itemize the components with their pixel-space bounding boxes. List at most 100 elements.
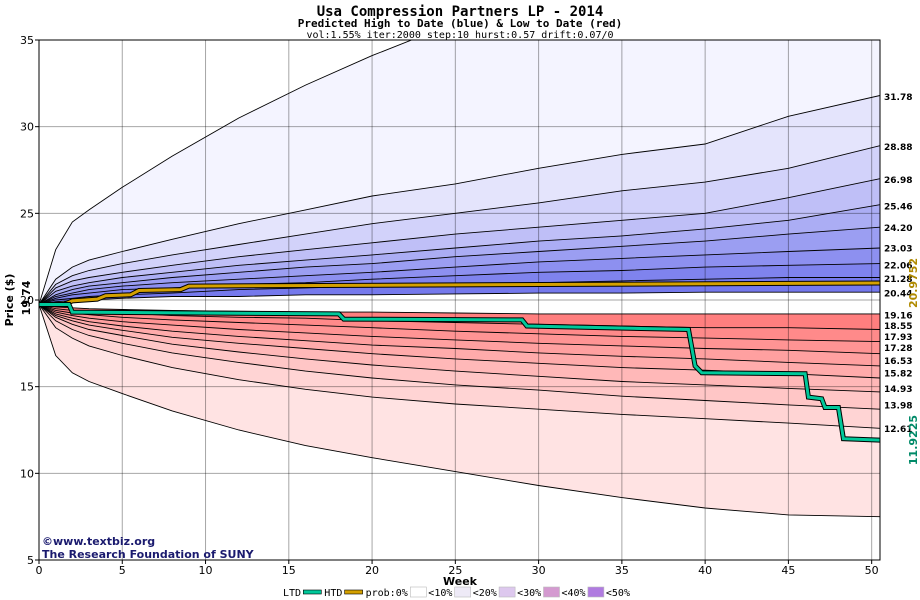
x-tick-label-40: 40: [698, 564, 712, 577]
low-band-5: [39, 304, 880, 392]
quantile-line-2: [39, 145, 880, 305]
x-tick-label-20: 20: [365, 564, 379, 577]
ltd-final-label: 11.9225: [907, 415, 920, 465]
quantile-label-18: 13.98: [884, 401, 912, 411]
legend-ltd-swatch: [302, 589, 322, 595]
legend-bucket-label-1: <20%: [473, 588, 497, 599]
low-band-1: [39, 304, 880, 342]
high-band-1: [39, 95, 880, 305]
quantile-label-0: 31.78: [884, 93, 912, 103]
legend-prob-label: prob:0%: [366, 588, 408, 599]
legend-bucket-label-2: <30%: [517, 588, 541, 599]
x-tick-label-5: 5: [119, 564, 126, 577]
quantile-line-19: [39, 304, 880, 518]
quantile-line-18: [39, 304, 880, 429]
low-band-7: [39, 304, 880, 429]
low-band-3: [39, 304, 880, 366]
x-tick-label-30: 30: [532, 564, 546, 577]
high-band-2: [39, 145, 880, 305]
high-band-0: [39, 40, 880, 305]
y-tick-label-15: 15: [20, 381, 34, 394]
legend-htd-label: HTD: [324, 588, 342, 599]
legend-htd-swatch: [344, 589, 363, 595]
legend-bucket-label-0: <10%: [428, 588, 452, 599]
quantile-labels: 31.78 28.88 26.98 25.46 24.20 23.03 22.06 21.28…: [884, 93, 920, 465]
quantile-label-7: 21.28: [884, 275, 912, 285]
low-band-2: [39, 304, 880, 354]
quantile-label-16: 15.82: [884, 369, 912, 379]
quantile-line-4: [39, 204, 880, 305]
high-band-5: [39, 227, 880, 305]
quantile-line-5: [39, 226, 880, 305]
quantile-label-1: 28.88: [884, 143, 912, 153]
quantile-label-15: 16.53: [884, 357, 912, 367]
quantile-label-2: 26.98: [884, 176, 912, 186]
legend-bucket-swatch-3: [543, 586, 560, 598]
quantile-label-12: 18.55: [884, 322, 912, 332]
high-band-6: [39, 248, 880, 305]
quantile-label-8: 20.44: [884, 289, 912, 299]
center-band: [39, 292, 880, 314]
x-tick-label-0: 0: [36, 564, 43, 577]
watermark-line-2: The Research Foundation of SUNY: [42, 548, 255, 561]
x-tick-label-25: 25: [448, 564, 462, 577]
low-band-8: [39, 304, 880, 517]
watermark-line-1: ©www.textbiz.org: [42, 535, 155, 548]
legend-bucket-label-3: <40%: [562, 588, 586, 599]
x-tick-label-45: 45: [781, 564, 795, 577]
quantile-line-3: [39, 178, 880, 305]
htd-final-label: 20.9752: [907, 258, 920, 308]
x-tick-label-35: 35: [615, 564, 629, 577]
high-band-4: [39, 204, 880, 305]
legend-bucket-label-4: <50%: [606, 588, 630, 599]
legend-bucket-swatch-0: [409, 586, 427, 598]
quantile-label-5: 23.03: [884, 244, 912, 254]
quantile-line-13: [39, 304, 880, 355]
quantile-label-6: 22.06: [884, 261, 912, 271]
chart-subtitle: Predicted High to Date (blue) & Low to D…: [298, 17, 623, 30]
legend-bucket-swatch-4: [587, 586, 605, 598]
quantile-line-17: [39, 304, 880, 410]
quantile-line-7: [39, 263, 880, 305]
quantile-label-11: 19.16: [884, 312, 912, 322]
start-price-label: 19.74: [20, 280, 33, 315]
quantile-label-17: 14.93: [884, 385, 912, 395]
quantile-line-14: [39, 304, 880, 367]
quantile-label-19: 12.61: [884, 425, 912, 435]
legend-bucket-swatch-1: [454, 586, 472, 598]
x-tick-label-10: 10: [199, 564, 213, 577]
legend: LTD HTD prob:0% <10% <20% <30% <40% <50%: [283, 586, 630, 599]
quantile-line-16: [39, 304, 880, 393]
y-tick-label-20: 20: [20, 294, 34, 307]
quantile-line-6: [39, 247, 880, 305]
ltd-line: [39, 303, 880, 442]
x-tick-label-50: 50: [865, 564, 879, 577]
probability-bands: [39, 40, 880, 517]
quantile-label-4: 24.20: [884, 224, 912, 234]
quantile-line-15: [39, 304, 880, 379]
y-tick-label-25: 25: [20, 207, 34, 220]
chart-title: Usa Compression Partners LP - 2014: [317, 4, 604, 20]
legend-bucket-swatch-2: [498, 586, 516, 598]
y-tick-label-30: 30: [20, 121, 34, 134]
quantile-line-1: [39, 95, 880, 305]
quantile-label-14: 17.28: [884, 344, 912, 354]
chart-params: vol:1.55% iter:2000 step:10 hurst:0.57 d…: [306, 30, 613, 41]
low-band-6: [39, 304, 880, 410]
x-axis-label: Week: [443, 575, 478, 588]
low-band-0: [39, 304, 880, 330]
y-tick-label-10: 10: [20, 467, 34, 480]
low-band-4: [39, 304, 880, 378]
high-band-3: [39, 178, 880, 305]
quantile-line-0: [39, 40, 413, 305]
y-tick-label-35: 35: [20, 34, 34, 47]
legend-ltd-label: LTD: [283, 588, 301, 599]
quantile-label-13: 17.93: [884, 333, 912, 343]
quantile-label-3: 25.46: [884, 202, 912, 212]
price-series: [39, 280, 880, 443]
y-tick-label-5: 5: [27, 554, 34, 567]
y-axis-label: Price ($): [3, 274, 16, 327]
x-tick-label-15: 15: [282, 564, 296, 577]
